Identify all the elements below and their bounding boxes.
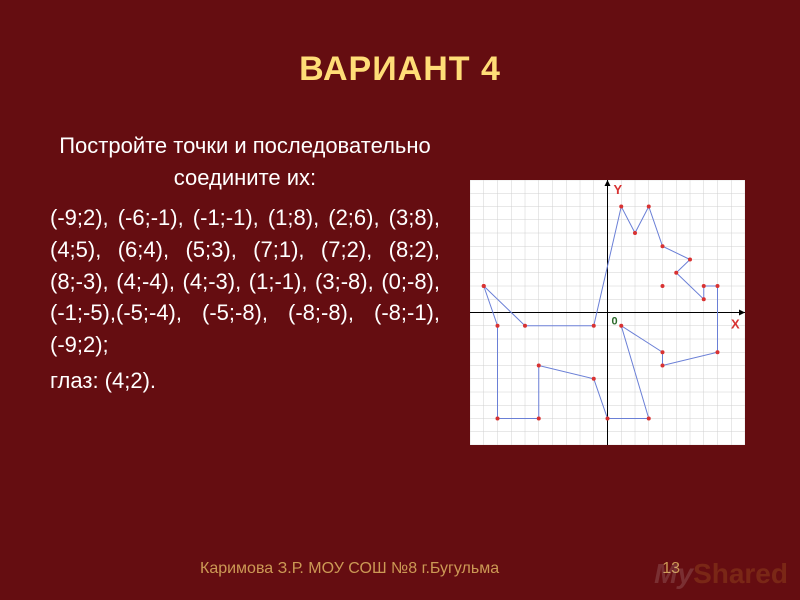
slide: ВАРИАНТ 4 Постройте точки и последовател… bbox=[0, 0, 800, 600]
chart-container: Y X 0 bbox=[470, 180, 745, 445]
watermark-part-a: My bbox=[654, 558, 693, 589]
svg-text:X: X bbox=[731, 317, 740, 332]
body-text: Постройте точки и последовательно соедин… bbox=[50, 130, 440, 397]
footer-credit: Каримова З.Р. МОУ СОШ №8 г.Бугульма bbox=[200, 560, 499, 578]
coordinate-chart: Y X 0 bbox=[470, 180, 745, 445]
eye-text: глаз: (4;2). bbox=[50, 365, 440, 397]
intro-text: Постройте точки и последовательно соедин… bbox=[50, 130, 440, 194]
watermark-part-b: Shared bbox=[693, 558, 788, 589]
slide-title: ВАРИАНТ 4 bbox=[0, 50, 800, 89]
coordinates-text: (-9;2), (-6;-1), (-1;-1), (1;8), (2;6), … bbox=[50, 202, 440, 361]
watermark: MyShared bbox=[654, 558, 788, 590]
svg-text:Y: Y bbox=[614, 182, 623, 197]
svg-text:0: 0 bbox=[612, 316, 618, 328]
